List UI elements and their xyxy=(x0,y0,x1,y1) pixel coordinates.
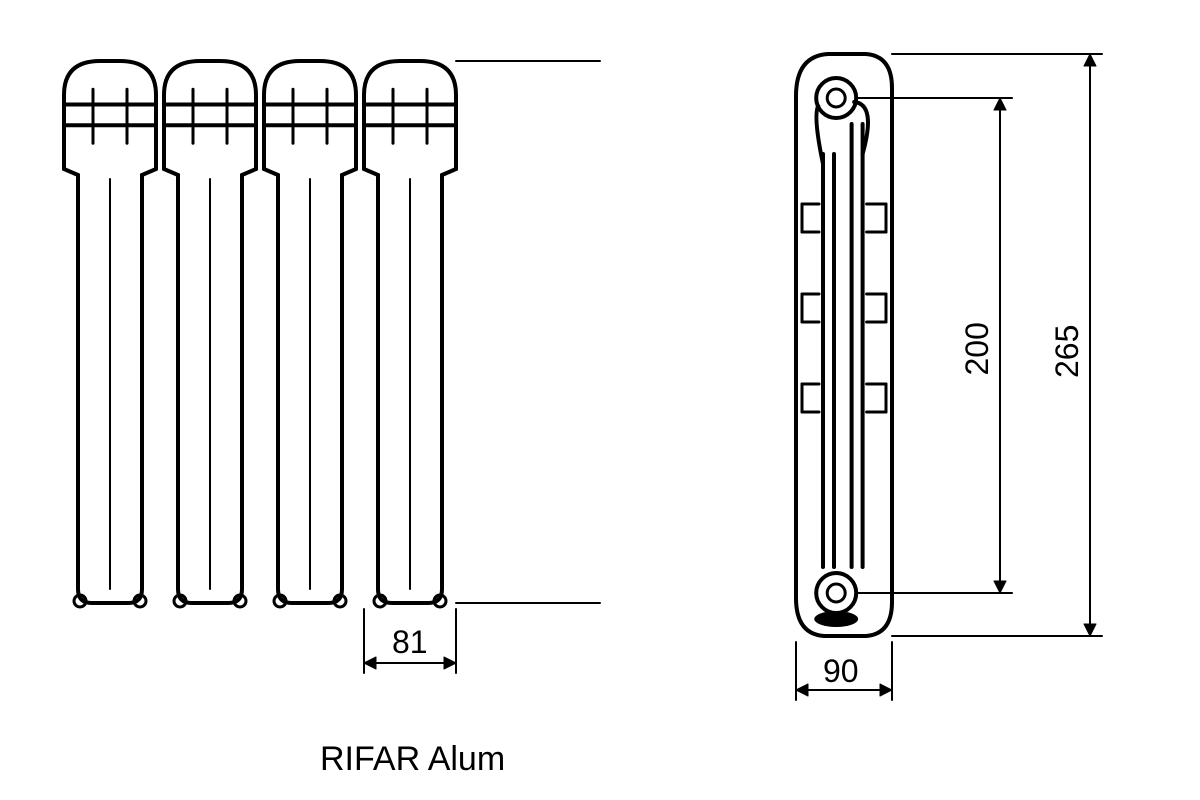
dim-depth: 90 xyxy=(823,653,859,689)
dim-overall-height: 265 xyxy=(1049,325,1085,378)
dim-center-distance: 200 xyxy=(959,322,995,375)
front-view xyxy=(64,61,456,607)
dim-section-width: 81 xyxy=(392,624,428,660)
side-view xyxy=(796,54,892,636)
product-title: RIFAR Alum xyxy=(320,740,505,778)
